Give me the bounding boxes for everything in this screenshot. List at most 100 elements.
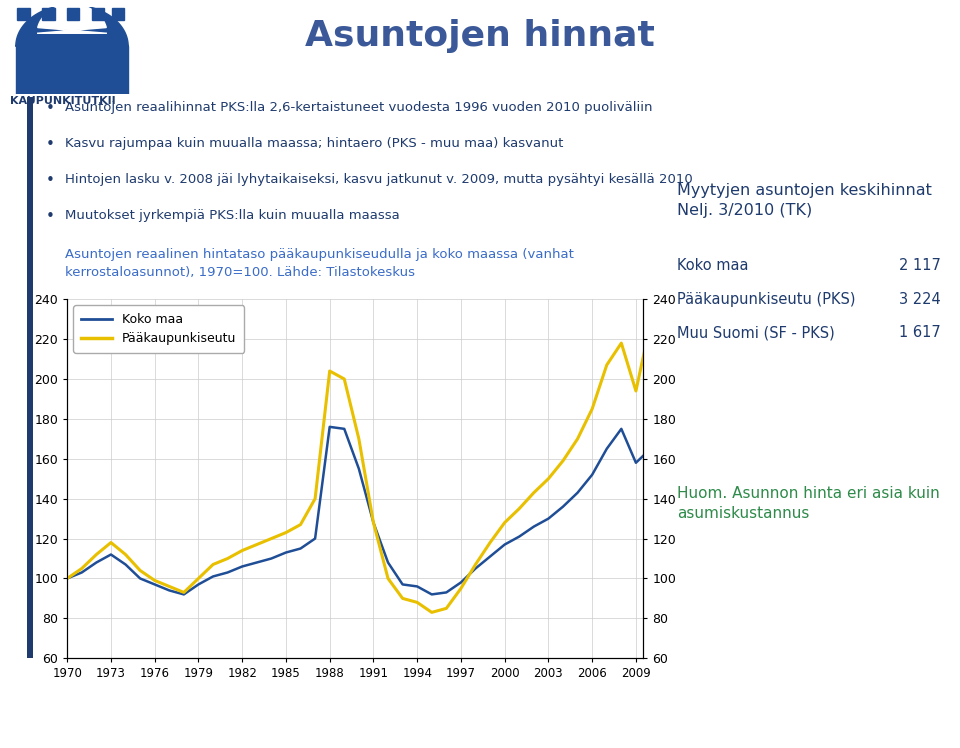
Pääkaupunkiseutu [193, 574, 204, 583]
Koko maa [163, 586, 175, 595]
Koko maa [339, 424, 350, 433]
Text: Kasvu rajumpaa kuin muualla maassa; hintaero (PKS - muu maa) kasvanut: Kasvu rajumpaa kuin muualla maassa; hint… [65, 137, 564, 150]
Pääkaupunkiseutu [514, 504, 525, 513]
Pääkaupunkiseutu [309, 494, 321, 503]
Pääkaupunkiseutu [601, 361, 612, 370]
Pääkaupunkiseutu [207, 560, 219, 569]
Text: Koko maa: Koko maa [677, 258, 748, 273]
Bar [17, 8, 30, 20]
Koko maa [572, 488, 584, 497]
Polygon shape [37, 4, 107, 34]
Koko maa [499, 540, 511, 549]
Text: Muu Suomi (SF - PKS): Muu Suomi (SF - PKS) [677, 325, 834, 340]
Pääkaupunkiseutu [368, 518, 379, 527]
Bar [67, 8, 80, 20]
Pääkaupunkiseutu [396, 594, 408, 603]
Legend: Koko maa, Pääkaupunkiseutu: Koko maa, Pääkaupunkiseutu [74, 305, 244, 353]
Pääkaupunkiseutu [134, 566, 146, 575]
Text: •: • [46, 137, 55, 152]
Koko maa [412, 582, 423, 591]
Pääkaupunkiseutu [149, 576, 160, 585]
Koko maa [251, 558, 262, 567]
Polygon shape [15, 5, 129, 46]
Text: Asuntojen reaalihinnat PKS:lla 2,6-kertaistuneet vuodesta 1996 vuoden 2010 puoli: Asuntojen reaalihinnat PKS:lla 2,6-kerta… [65, 101, 653, 114]
Pääkaupunkiseutu [441, 604, 452, 613]
Pääkaupunkiseutu [251, 540, 262, 549]
Koko maa [324, 423, 335, 432]
Koko maa [396, 580, 408, 589]
Pääkaupunkiseutu [615, 339, 627, 348]
Pääkaupunkiseutu [266, 534, 277, 543]
Pääkaupunkiseutu [106, 538, 117, 547]
Bar [42, 8, 55, 20]
Koko maa [90, 558, 102, 567]
Bar [92, 8, 105, 20]
Pääkaupunkiseutu [645, 319, 657, 328]
Pääkaupunkiseutu [353, 435, 365, 444]
Koko maa [514, 532, 525, 541]
Pääkaupunkiseutu [572, 435, 584, 444]
Text: Huom. Asunnon hinta eri asia kuin
asumiskustannus: Huom. Asunnon hinta eri asia kuin asumis… [677, 486, 940, 521]
Text: 2 117: 2 117 [899, 258, 941, 273]
Koko maa [134, 574, 146, 583]
Koko maa [485, 552, 496, 561]
Line: Pääkaupunkiseutu: Pääkaupunkiseutu [67, 323, 651, 613]
Pääkaupunkiseutu [76, 564, 87, 573]
Koko maa [106, 550, 117, 559]
Pääkaupunkiseutu [339, 375, 350, 384]
Koko maa [645, 444, 657, 453]
Koko maa [469, 564, 481, 573]
Pääkaupunkiseutu [426, 608, 438, 617]
Koko maa [587, 470, 598, 479]
Koko maa [280, 548, 292, 557]
Text: Myytyjen asuntojen keskihinnat
Nelj. 3/2010 (TK): Myytyjen asuntojen keskihinnat Nelj. 3/2… [677, 183, 931, 218]
Koko maa [557, 502, 568, 511]
Koko maa [601, 444, 612, 453]
Pääkaupunkiseutu [542, 474, 554, 483]
Pääkaupunkiseutu [469, 560, 481, 569]
Bar [15, 46, 129, 94]
Pääkaupunkiseutu [557, 456, 568, 465]
Pääkaupunkiseutu [90, 550, 102, 559]
Koko maa [426, 590, 438, 599]
Pääkaupunkiseutu [382, 574, 394, 583]
Pääkaupunkiseutu [324, 367, 335, 375]
Pääkaupunkiseutu [61, 574, 73, 583]
Pääkaupunkiseutu [179, 588, 190, 597]
Pääkaupunkiseutu [499, 518, 511, 527]
Koko maa [149, 580, 160, 589]
Text: Hintojen lasku v. 2008 jäi lyhytaikaiseksi, kasvu jatkunut v. 2009, mutta pysäht: Hintojen lasku v. 2008 jäi lyhytaikaisek… [65, 173, 693, 186]
Text: Asuntojen hinnat: Asuntojen hinnat [305, 19, 655, 52]
Line: Koko maa: Koko maa [67, 427, 651, 595]
Koko maa [120, 560, 132, 569]
Pääkaupunkiseutu [280, 528, 292, 537]
Koko maa [441, 588, 452, 597]
Pääkaupunkiseutu [295, 520, 306, 529]
Text: Asuntojen reaalinen hintataso pääkaupunkiseudulla ja koko maassa (vanhat
kerrost: Asuntojen reaalinen hintataso pääkaupunk… [65, 248, 574, 279]
Koko maa [236, 562, 248, 571]
Bar [112, 8, 125, 20]
Koko maa [222, 568, 233, 577]
Pääkaupunkiseutu [236, 546, 248, 555]
Pääkaupunkiseutu [630, 387, 641, 396]
Koko maa [353, 465, 365, 473]
Pääkaupunkiseutu [587, 405, 598, 414]
Text: •: • [46, 209, 55, 224]
Koko maa [76, 568, 87, 577]
Pääkaupunkiseutu [485, 538, 496, 547]
Pääkaupunkiseutu [163, 582, 175, 591]
Koko maa [542, 514, 554, 523]
Text: 3 224: 3 224 [900, 292, 941, 307]
Pääkaupunkiseutu [455, 584, 467, 593]
Koko maa [615, 424, 627, 433]
Koko maa [309, 534, 321, 543]
Pääkaupunkiseutu [222, 554, 233, 563]
Text: Pääkaupunkiseutu (PKS): Pääkaupunkiseutu (PKS) [677, 292, 855, 307]
Koko maa [630, 459, 641, 468]
Koko maa [193, 580, 204, 589]
Koko maa [528, 522, 540, 531]
Koko maa [61, 574, 73, 583]
Koko maa [207, 572, 219, 581]
Pääkaupunkiseutu [528, 488, 540, 497]
Koko maa [295, 544, 306, 553]
